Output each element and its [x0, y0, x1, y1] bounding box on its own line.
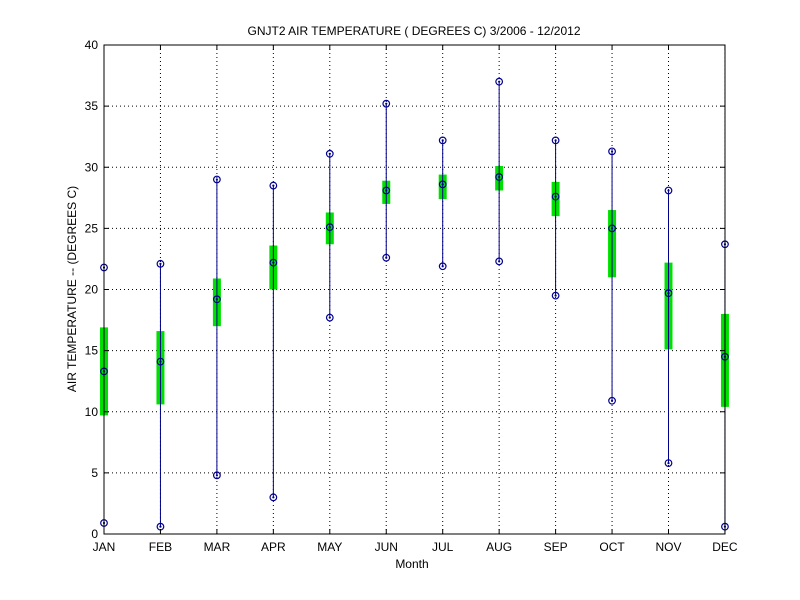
- x-tick-label: FEB: [149, 540, 172, 554]
- box-mar: [212, 175, 221, 480]
- median-marker-dot: [272, 261, 275, 264]
- min-marker: [664, 459, 673, 467]
- min-marker-dot: [554, 294, 557, 297]
- y-tick-label: 25: [85, 221, 99, 235]
- max-marker: [156, 259, 165, 268]
- median-marker: [325, 223, 334, 232]
- min-marker-dot: [272, 496, 275, 499]
- median-marker: [156, 357, 165, 366]
- x-tick-label: JUL: [432, 540, 454, 554]
- max-marker: [382, 99, 391, 108]
- median-marker-dot: [385, 189, 388, 192]
- box-oct: [608, 147, 617, 405]
- y-tick-label: 10: [85, 405, 99, 419]
- box-sep: [551, 136, 560, 300]
- x-tick-label: MAR: [204, 540, 231, 554]
- chart-title: GNJT2 AIR TEMPERATURE ( DEGREES C) 3/200…: [248, 24, 581, 38]
- median-marker: [269, 258, 278, 267]
- max-marker-dot: [441, 139, 444, 142]
- x-tick-label: AUG: [486, 540, 512, 554]
- y-tick-label: 15: [85, 344, 99, 358]
- min-marker-dot: [159, 525, 162, 528]
- median-marker-dot: [441, 183, 444, 186]
- max-marker: [438, 136, 447, 145]
- max-marker-dot: [215, 178, 218, 181]
- min-marker-dot: [667, 461, 670, 465]
- box-feb: [156, 259, 165, 531]
- axis-ticks: 0 5 10 15 20 25 30 35 40 JAN FEB MAR APR MAY JUN JUL AUG…: [85, 38, 738, 554]
- box-jul: [438, 136, 447, 271]
- box-aug: [495, 77, 504, 266]
- y-tick-label: 35: [85, 99, 99, 113]
- min-marker-dot: [215, 474, 218, 477]
- median-marker: [551, 192, 560, 201]
- min-marker: [212, 471, 221, 480]
- x-tick-label: JAN: [93, 540, 116, 554]
- median-marker: [212, 295, 221, 304]
- max-marker: [325, 149, 334, 158]
- max-marker-dot: [667, 189, 670, 192]
- y-tick-label: 5: [91, 466, 98, 480]
- max-marker-dot: [328, 152, 331, 155]
- median-marker: [495, 173, 504, 181]
- min-marker-dot: [610, 399, 614, 402]
- max-marker: [269, 181, 278, 190]
- y-tick-label: 0: [91, 527, 98, 541]
- min-marker: [551, 291, 560, 300]
- min-marker-dot: [328, 316, 331, 319]
- max-marker: [495, 77, 504, 86]
- plot-background: [104, 45, 725, 534]
- x-tick-label: OCT: [599, 540, 625, 554]
- x-tick-label: SEP: [544, 540, 568, 554]
- max-marker: [664, 186, 673, 195]
- y-tick-label: 40: [85, 38, 99, 52]
- min-marker-dot: [385, 256, 388, 259]
- min-marker: [382, 253, 391, 262]
- median-marker-dot: [610, 227, 614, 230]
- min-marker: [325, 313, 334, 322]
- min-marker: [495, 257, 504, 266]
- max-marker-dot: [385, 102, 388, 105]
- min-marker-dot: [498, 260, 501, 263]
- box-jun: [382, 99, 391, 262]
- median-marker-dot: [498, 175, 501, 179]
- min-marker: [269, 493, 278, 502]
- median-marker-dot: [215, 298, 218, 301]
- box-may: [325, 149, 334, 322]
- max-marker-dot: [272, 184, 275, 187]
- y-tick-label: 20: [85, 283, 99, 297]
- median-marker-dot: [667, 292, 670, 295]
- y-tick-label: 30: [85, 160, 99, 174]
- x-tick-label: MAY: [317, 540, 342, 554]
- y-axis-label: AIR TEMPERATURE -- (DEGREES C): [65, 186, 79, 392]
- x-axis-label: Month: [395, 557, 428, 571]
- median-marker-dot: [159, 360, 162, 363]
- x-tick-label: JUN: [375, 540, 398, 554]
- max-marker-dot: [498, 80, 501, 83]
- max-marker-dot: [610, 150, 614, 153]
- max-marker: [608, 147, 616, 156]
- max-marker: [551, 136, 560, 145]
- x-tick-label: NOV: [655, 540, 681, 554]
- median-marker: [382, 186, 391, 195]
- min-marker: [608, 396, 616, 405]
- box-nov: [664, 186, 673, 467]
- median-marker: [664, 289, 673, 298]
- box-apr: [269, 181, 278, 502]
- x-tick-label: DEC: [712, 540, 738, 554]
- median-marker: [438, 180, 447, 189]
- max-marker: [212, 175, 221, 184]
- min-marker-dot: [441, 265, 444, 268]
- median-marker-dot: [328, 226, 331, 229]
- min-marker: [438, 262, 447, 271]
- max-marker-dot: [159, 262, 162, 265]
- x-tick-label: APR: [261, 540, 286, 554]
- max-marker-dot: [554, 139, 557, 142]
- median-marker: [608, 224, 616, 233]
- median-marker-dot: [554, 195, 557, 198]
